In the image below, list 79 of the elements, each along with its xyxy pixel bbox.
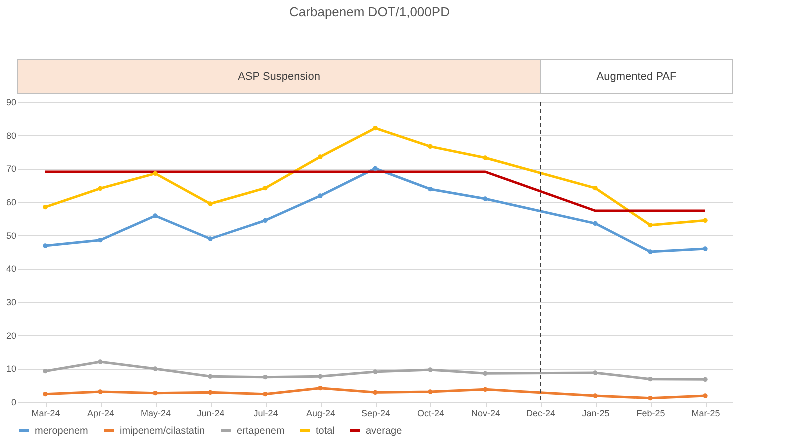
point <box>373 370 378 374</box>
point <box>373 390 378 396</box>
y-tick-label: 0 <box>11 398 16 408</box>
point <box>483 156 488 160</box>
point <box>373 166 378 172</box>
point <box>263 218 268 224</box>
point <box>428 144 433 150</box>
point <box>98 186 103 192</box>
point <box>208 390 213 396</box>
point <box>703 218 708 224</box>
point <box>208 374 213 380</box>
x-tick-label: Jan-25 <box>582 408 610 418</box>
x-tick-label: Oct-24 <box>417 408 445 418</box>
legend-label: meropenem <box>35 426 88 437</box>
point <box>428 368 433 372</box>
y-tick-label: 40 <box>6 264 16 274</box>
y-tick-label: 60 <box>6 198 16 208</box>
chart-title: Carbapenem DOT/1,000PD <box>290 4 450 20</box>
point <box>153 366 158 372</box>
legend-label: average <box>366 426 403 437</box>
text: ASP Suspension <box>238 71 320 83</box>
point <box>648 376 653 382</box>
y-tick-label: 10 <box>6 364 16 374</box>
point <box>648 396 653 401</box>
point <box>593 394 598 398</box>
point <box>483 387 488 392</box>
point <box>43 392 48 397</box>
text: Augmented PAF <box>596 71 677 83</box>
point <box>648 222 653 228</box>
point <box>318 194 323 198</box>
point <box>703 246 708 252</box>
x-tick-label: Nov-24 <box>471 408 501 418</box>
y-tick-label: 90 <box>6 98 16 108</box>
x-tick-label: Sep-24 <box>361 408 391 418</box>
point <box>208 202 213 206</box>
point <box>428 390 433 394</box>
point <box>428 186 433 192</box>
y-tick-label: 70 <box>6 164 16 174</box>
point <box>263 392 268 397</box>
legend-label: imipenem/cilastatin <box>120 426 206 437</box>
point <box>98 238 103 243</box>
point <box>593 370 598 376</box>
x-tick-label: Aug-24 <box>306 408 336 418</box>
point <box>263 186 268 191</box>
point <box>318 386 323 391</box>
point <box>263 374 268 380</box>
y-tick-label: 50 <box>6 230 16 241</box>
point <box>153 390 158 396</box>
x-tick-label: Dec-24 <box>526 408 556 418</box>
x-tick-label: Mar-24 <box>32 408 60 418</box>
point <box>373 126 378 131</box>
point <box>153 214 158 218</box>
point <box>483 371 488 376</box>
y-tick-label: 30 <box>6 298 16 308</box>
point <box>318 374 323 380</box>
point <box>593 186 598 191</box>
point <box>318 154 323 160</box>
x-tick-label: Jul-24 <box>254 408 278 418</box>
point <box>43 204 48 210</box>
x-tick-label: Apr-24 <box>87 408 115 418</box>
point <box>703 377 708 382</box>
x-tick-label: Jun-24 <box>197 408 225 418</box>
point <box>483 196 488 202</box>
point <box>593 221 598 226</box>
legend-label: ertapenem <box>237 426 285 437</box>
point <box>703 394 708 398</box>
x-tick-label: Mar-25 <box>692 408 720 418</box>
y-tick-label: 80 <box>6 130 16 141</box>
x-tick-label: Feb-25 <box>636 408 666 418</box>
legend-label: total <box>316 426 335 437</box>
x-tick-label: May-24 <box>140 408 172 418</box>
point <box>208 236 213 242</box>
y-tick-label: 20 <box>6 330 16 341</box>
point <box>43 368 48 374</box>
point <box>43 244 48 248</box>
point <box>648 250 653 254</box>
point <box>153 171 158 176</box>
point <box>98 360 103 364</box>
point <box>98 390 103 394</box>
